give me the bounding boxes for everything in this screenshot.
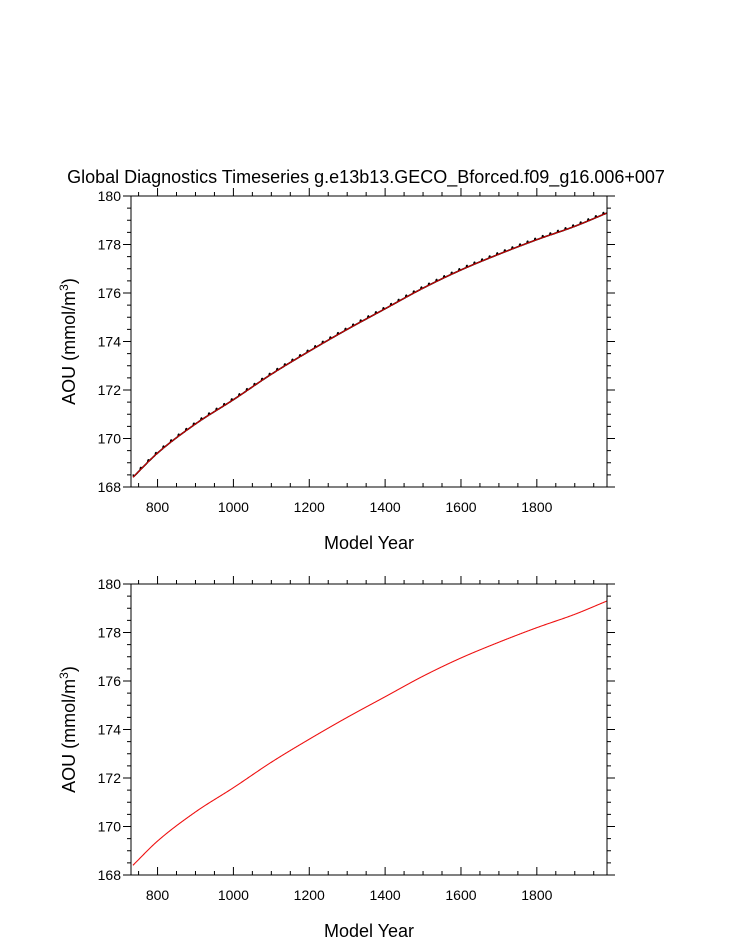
- y-axis-label: AOU (mmol/m3): [57, 666, 79, 793]
- y-axis-label-text: AOU (mmol/m: [59, 291, 79, 405]
- y-tick-label: 178: [98, 237, 122, 253]
- bottom-panel: 800 1000 1200 1400 1600 1800 168 170 172 174 176 17…: [57, 576, 615, 941]
- y-tick-label: 174: [98, 722, 122, 738]
- y-tick-label: 180: [98, 576, 122, 592]
- x-tick-label: 1800: [521, 887, 552, 903]
- y-tick-label: 168: [98, 867, 122, 883]
- x-tick-label: 1400: [370, 499, 401, 515]
- series-line-monthly: [132, 211, 607, 478]
- x-tick-label: 1200: [294, 499, 325, 515]
- x-tick-label: 1600: [445, 499, 476, 515]
- y-tick-label: 172: [98, 382, 122, 398]
- x-tick-label: 1400: [370, 887, 401, 903]
- y-tick-label: 180: [98, 188, 122, 204]
- top-panel: 800 1000 1200 1400 1600 1800 168 170 172 174 176 17…: [57, 188, 615, 553]
- chart-title: Global Diagnostics Timeseries g.e13b13.G…: [67, 167, 665, 188]
- series-line-annual: [132, 212, 607, 478]
- x-tick-label: 1800: [521, 499, 552, 515]
- y-tick-label: 178: [98, 625, 122, 641]
- y-tick-label: 170: [98, 431, 122, 447]
- y-axis-label-superscript: 3: [57, 284, 71, 291]
- y-axis-label-close: ): [59, 666, 79, 672]
- y-axis-label-text: AOU (mmol/m: [59, 679, 79, 793]
- x-tick-label: 1000: [218, 499, 249, 515]
- y-tick-label: 176: [98, 673, 122, 689]
- y-axis-label-superscript: 3: [57, 672, 71, 679]
- y-tick-label: 174: [98, 334, 122, 350]
- x-tick-label: 1600: [445, 887, 476, 903]
- y-tick-label: 172: [98, 770, 122, 786]
- x-axis-label: Model Year: [324, 533, 414, 553]
- x-axis-label: Model Year: [324, 921, 414, 941]
- y-tick-label: 176: [98, 285, 122, 301]
- y-axis-label-close: ): [59, 278, 79, 284]
- y-tick-label: 168: [98, 479, 122, 495]
- x-tick-label: 1200: [294, 887, 325, 903]
- y-axis-label: AOU (mmol/m3): [57, 278, 79, 405]
- x-tick-label: 1000: [218, 887, 249, 903]
- series-line-annual: [132, 600, 607, 866]
- x-tick-label: 800: [146, 887, 170, 903]
- x-tick-label: 800: [146, 499, 170, 515]
- y-tick-label: 170: [98, 819, 122, 835]
